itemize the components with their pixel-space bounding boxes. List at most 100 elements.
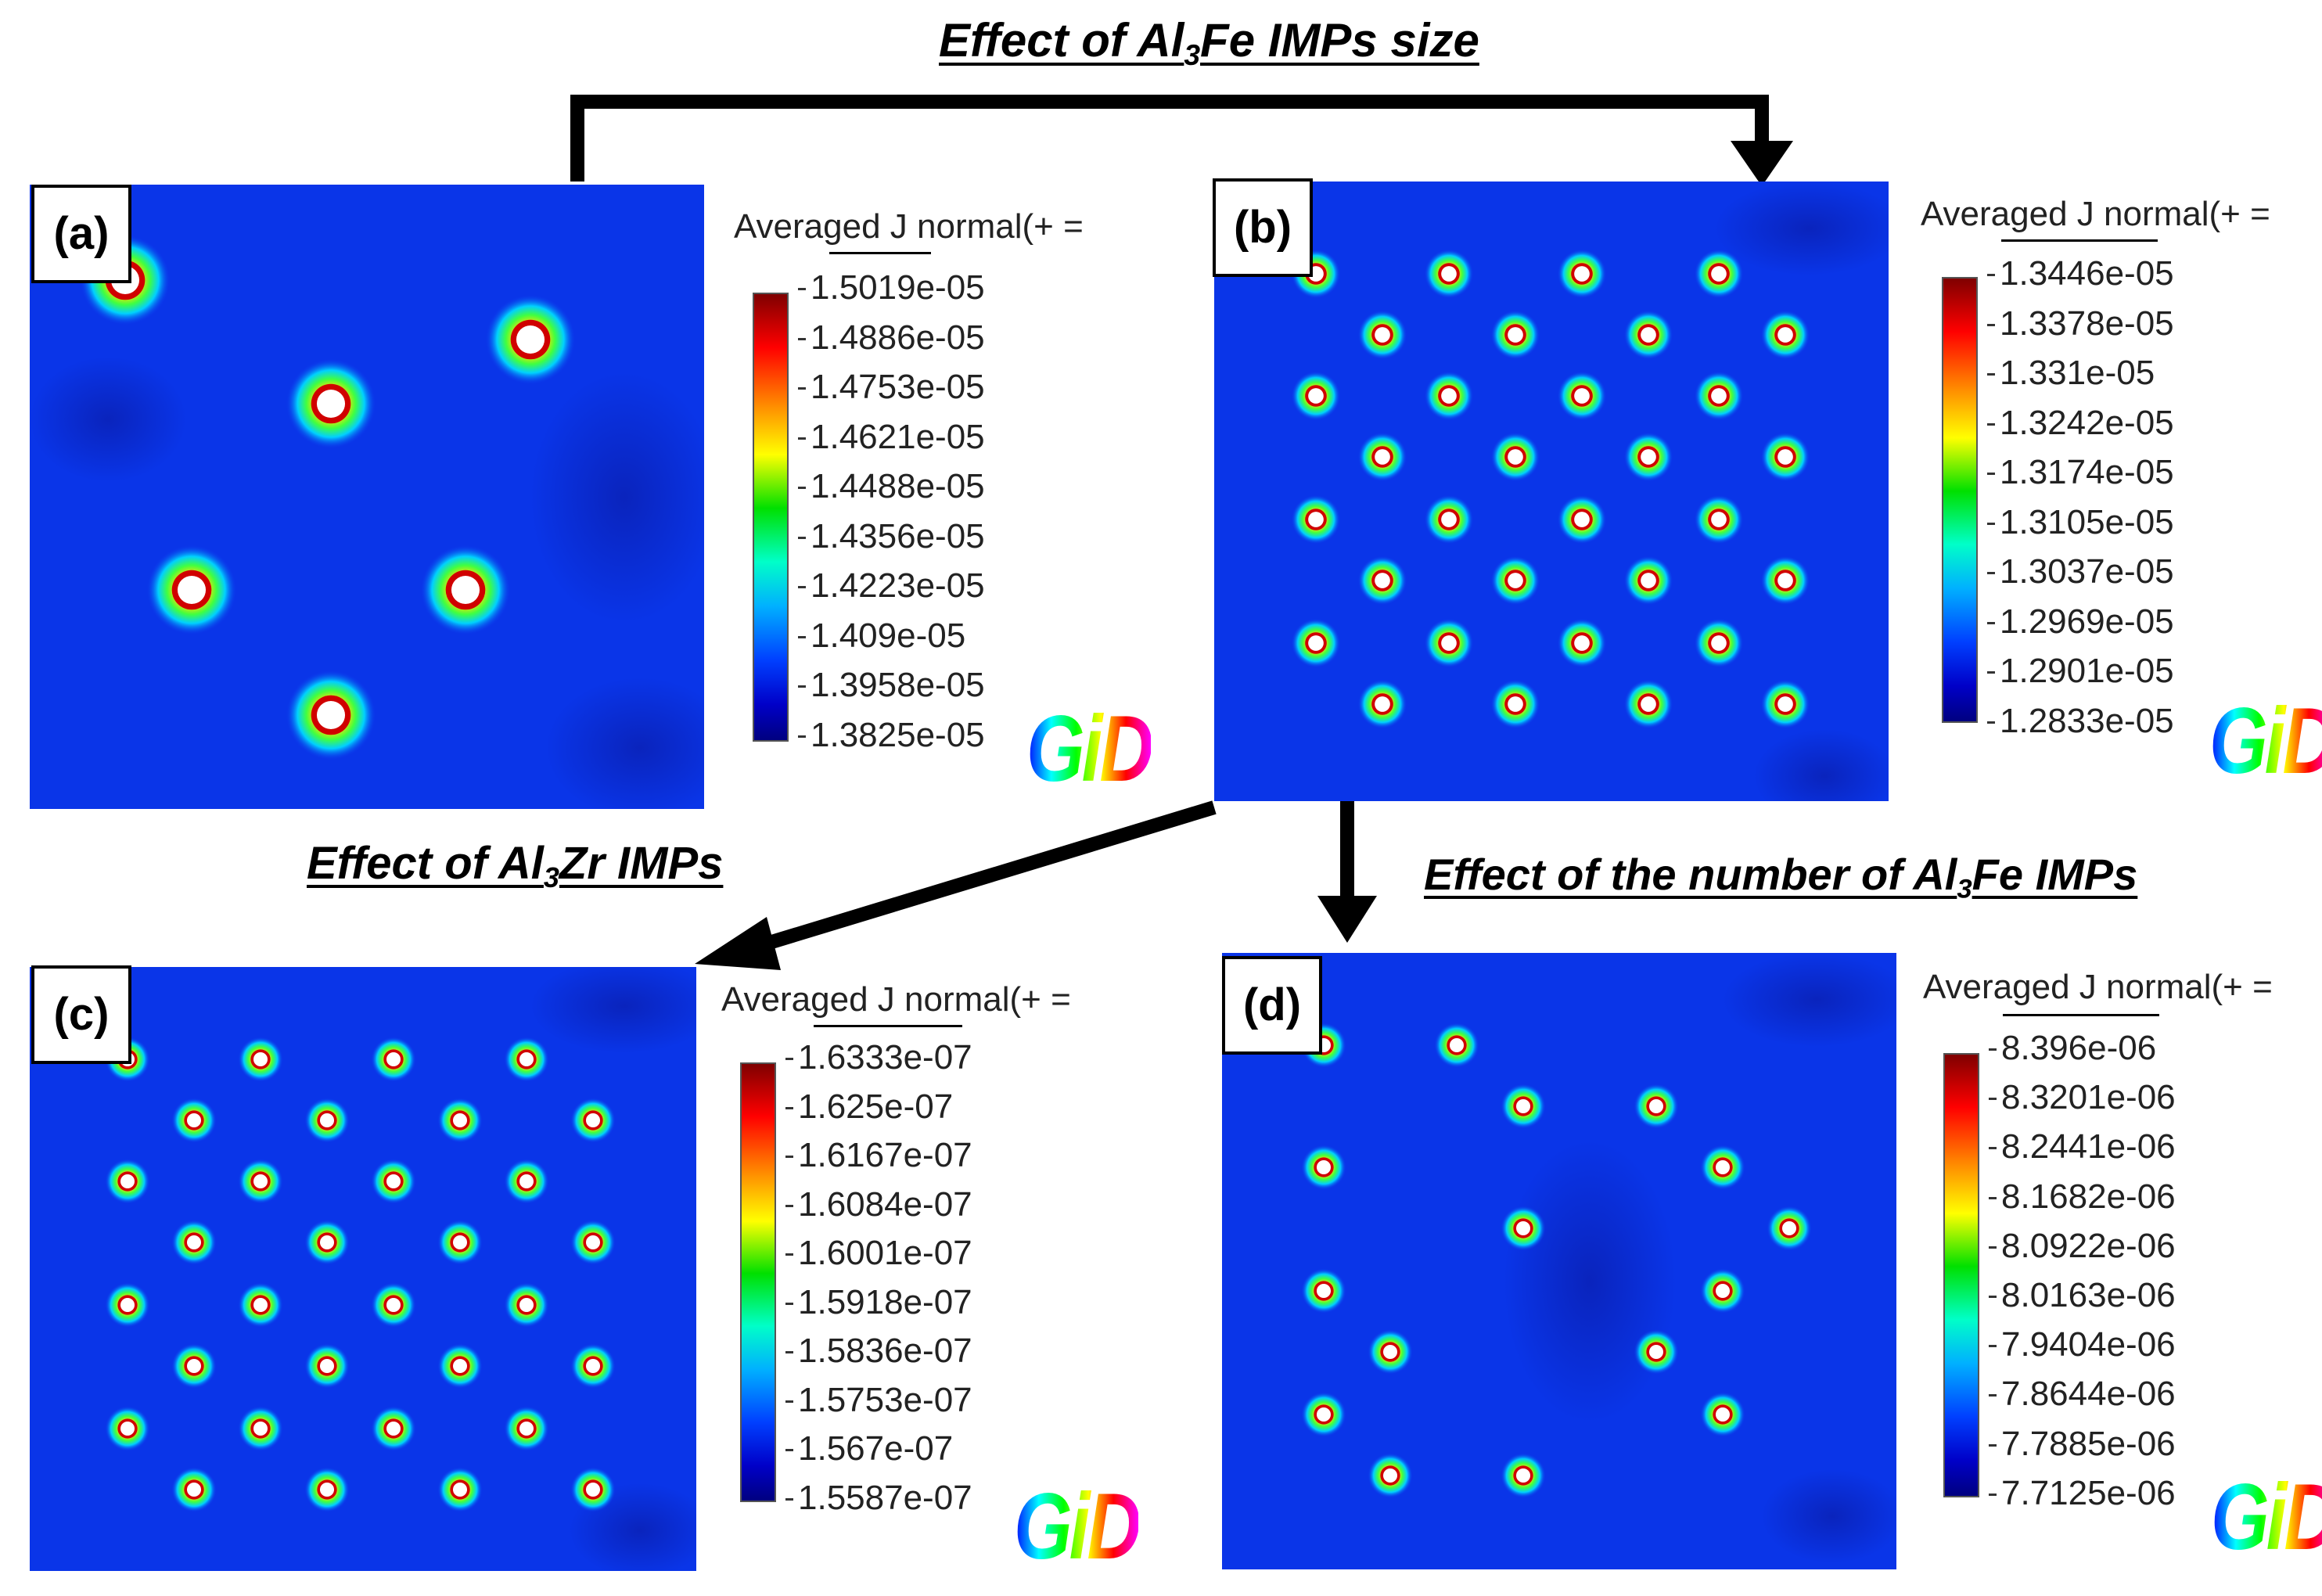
colorbar-tick-label: 1.2901e-05 [1987, 652, 2174, 690]
field-low-region [1715, 182, 1889, 275]
inclusion-core [1515, 1098, 1531, 1114]
inclusion-core [1316, 1407, 1332, 1422]
arrow-b-to-c-head [695, 917, 781, 970]
colorbar-tick-label: 1.6333e-07 [785, 1038, 972, 1077]
colorbar-tick-label: 1.4621e-05 [798, 417, 985, 456]
inclusion-core [1316, 1159, 1332, 1175]
colorbar-tick-label: 1.3037e-05 [1987, 552, 2174, 591]
inclusion-core [386, 1421, 401, 1436]
arrow-b-to-c [749, 800, 1217, 955]
panel-c-colorbar [740, 1062, 776, 1502]
inclusion-core [120, 1174, 135, 1189]
field-low-region [530, 372, 704, 623]
colorbar-tick-label: 1.4886e-05 [798, 318, 985, 357]
inclusion-core [177, 575, 207, 605]
panel-b-field-plot [1214, 182, 1889, 801]
inclusion-core [1781, 1220, 1797, 1236]
colorbar-tick-label: 1.5836e-07 [785, 1332, 972, 1370]
colorbar-tick-label: 1.4753e-05 [798, 368, 985, 406]
panel-d-gid-logo: GiD [2211, 1470, 2322, 1565]
heading-number-effect: Effect of the number of Al3Fe IMPs [1424, 853, 2137, 903]
inclusion-core [1641, 696, 1656, 712]
panel-a-colorbar [753, 293, 789, 742]
colorbar-tick-label: 1.3378e-05 [1987, 304, 2174, 343]
inclusion-core [1777, 327, 1793, 343]
inclusion-core [1574, 388, 1590, 404]
inclusion-core [253, 1051, 268, 1067]
colorbar-tick-label: 1.3242e-05 [1987, 403, 2174, 442]
inclusion-core [585, 1482, 601, 1497]
panel-c-label: (c) [31, 965, 131, 1064]
inclusion-core [1375, 696, 1390, 712]
colorbar-tick-label: 1.5918e-07 [785, 1282, 972, 1321]
colorbar-tick-label: 7.7885e-06 [1989, 1424, 2176, 1463]
heading-size-text: Effect of Al [939, 14, 1184, 66]
panel-b-legend-title: Averaged J normal(+ = [1921, 195, 2270, 233]
colorbar-tick-label: 8.0163e-06 [1989, 1276, 2176, 1314]
heading-zr-effect: Effect of Al3Zr IMPs [307, 841, 723, 892]
inclusion-core [1375, 449, 1390, 465]
inclusion-core [451, 575, 480, 605]
panel-c-legend-underline [814, 1025, 962, 1027]
inclusion-core [585, 1113, 601, 1128]
colorbar-tick-label: 1.4488e-05 [798, 467, 985, 505]
panel-b-label: (b) [1213, 178, 1313, 277]
inclusion-core [1777, 573, 1793, 588]
inclusion-core [1308, 512, 1324, 527]
inclusion-core [1574, 512, 1590, 527]
colorbar-tick-label: 1.5587e-07 [785, 1478, 972, 1517]
inclusion-core [319, 1358, 335, 1374]
panel-a-gid-logo: GiD [1026, 696, 1154, 802]
heading-number-text-end: Fe IMPs [1972, 850, 2138, 899]
inclusion-core [1382, 1468, 1398, 1483]
inclusion-core [1711, 512, 1727, 527]
panel-d-legend-underline [2003, 1014, 2159, 1016]
panel-d-legend-title: Averaged J normal(+ = [1923, 968, 2273, 1006]
field-low-region [1723, 953, 1896, 1047]
inclusion-core [1441, 266, 1457, 282]
inclusion-core [386, 1297, 401, 1313]
inclusion-core [1648, 1344, 1664, 1360]
inclusion-core [452, 1235, 468, 1250]
inclusion-core [1375, 573, 1390, 588]
colorbar-tick-label: 1.3825e-05 [798, 715, 985, 754]
inclusion-core [1375, 327, 1390, 343]
field-low-region [1762, 1469, 1896, 1563]
inclusion-core [1641, 327, 1656, 343]
inclusion-core [120, 1421, 135, 1436]
inclusion-core [316, 389, 346, 419]
heading-size-text-end: Fe IMPs size [1200, 14, 1479, 66]
inclusion-core [1777, 696, 1793, 712]
panel-d-colorbar [1943, 1053, 1979, 1497]
inclusion-core [1648, 1098, 1664, 1114]
panel-a-legend-title: Averaged J normal(+ = [734, 207, 1084, 246]
panel-d-field-plot [1222, 953, 1896, 1569]
inclusion-core [452, 1113, 468, 1128]
inclusion-core [1711, 266, 1727, 282]
inclusion-core [1308, 388, 1324, 404]
panel-b-svg [1214, 182, 1889, 801]
field-low-region [1504, 1141, 1676, 1422]
inclusion-core [1711, 388, 1727, 404]
inclusion-core [519, 1051, 534, 1067]
inclusion-core [1715, 1283, 1731, 1299]
field-low-region [30, 357, 186, 482]
colorbar-tick-label: 1.3105e-05 [1987, 502, 2174, 541]
heading-zr-subscript: 3 [543, 861, 559, 893]
colorbar-tick-label: 7.8644e-06 [1989, 1375, 2176, 1414]
inclusion-core [585, 1358, 601, 1374]
colorbar-tick-label: 1.2969e-05 [1987, 602, 2174, 641]
heading-number-subscript: 3 [1957, 874, 1972, 904]
arrow-a-to-b-head [1731, 141, 1793, 186]
inclusion-core [1308, 635, 1324, 651]
heading-zr-text-end: Zr IMPs [559, 838, 724, 889]
heading-zr-text: Effect of Al [307, 838, 544, 889]
inclusion-core [1441, 635, 1457, 651]
inclusion-core [585, 1235, 601, 1250]
colorbar-tick-label: 1.3958e-05 [798, 666, 985, 704]
inclusion-core [253, 1174, 268, 1189]
inclusion-core [1515, 1220, 1531, 1236]
colorbar-tick-label: 1.3174e-05 [1987, 453, 2174, 491]
inclusion-core [1641, 449, 1656, 465]
